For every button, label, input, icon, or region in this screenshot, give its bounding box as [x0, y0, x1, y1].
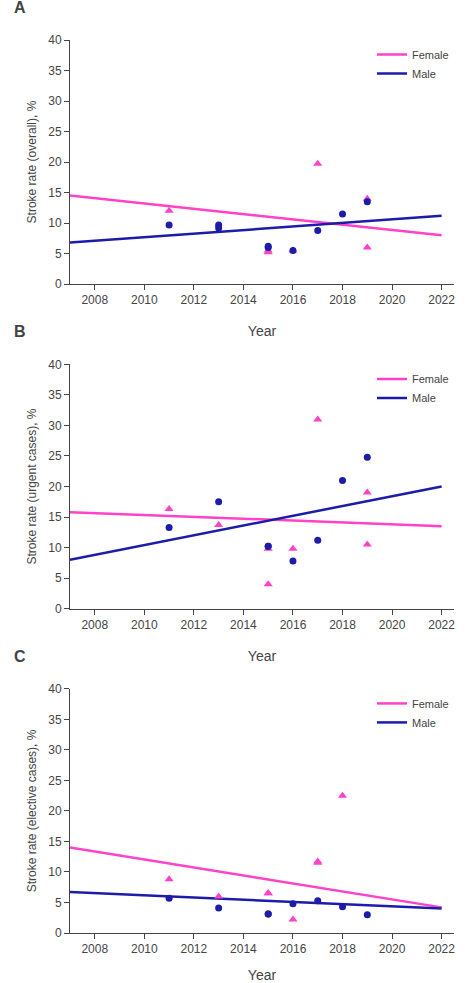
svg-text:0: 0 — [55, 277, 62, 291]
svg-text:2018: 2018 — [329, 942, 356, 956]
svg-text:35: 35 — [48, 713, 62, 727]
svg-text:B: B — [14, 323, 26, 340]
svg-text:15: 15 — [48, 186, 62, 200]
svg-text:2010: 2010 — [131, 942, 158, 956]
svg-text:25: 25 — [48, 774, 62, 788]
svg-text:2018: 2018 — [329, 618, 356, 632]
svg-text:25: 25 — [48, 449, 62, 463]
svg-text:2010: 2010 — [131, 618, 158, 632]
svg-text:20: 20 — [48, 155, 62, 169]
svg-text:25: 25 — [48, 125, 62, 139]
svg-text:15: 15 — [48, 835, 62, 849]
svg-text:35: 35 — [48, 388, 62, 402]
svg-text:30: 30 — [48, 743, 62, 757]
svg-text:20: 20 — [48, 804, 62, 818]
svg-text:Male: Male — [412, 392, 436, 404]
svg-text:20: 20 — [48, 480, 62, 494]
svg-text:40: 40 — [48, 33, 62, 47]
svg-text:0: 0 — [55, 926, 62, 940]
svg-text:2022: 2022 — [428, 942, 455, 956]
svg-text:15: 15 — [48, 510, 62, 524]
svg-text:10: 10 — [48, 541, 62, 555]
svg-text:2014: 2014 — [230, 942, 257, 956]
svg-text:40: 40 — [48, 682, 62, 696]
svg-text:Female: Female — [412, 698, 449, 710]
svg-text:Male: Male — [412, 717, 436, 729]
svg-text:2020: 2020 — [379, 618, 406, 632]
svg-text:Stroke rate (elective cases),: Stroke rate (elective cases), % — [25, 729, 39, 892]
svg-text:10: 10 — [48, 865, 62, 879]
svg-text:Year: Year — [248, 323, 277, 339]
svg-text:2008: 2008 — [81, 293, 108, 307]
svg-text:2014: 2014 — [230, 293, 257, 307]
svg-text:0: 0 — [55, 602, 62, 616]
svg-text:40: 40 — [48, 358, 62, 372]
svg-text:2016: 2016 — [280, 618, 307, 632]
svg-text:30: 30 — [48, 419, 62, 433]
svg-text:2010: 2010 — [131, 293, 158, 307]
svg-text:5: 5 — [55, 571, 62, 585]
svg-text:2022: 2022 — [428, 618, 455, 632]
svg-text:Female: Female — [412, 49, 449, 61]
svg-text:A: A — [14, 0, 26, 16]
svg-text:Year: Year — [248, 648, 277, 664]
svg-text:Stroke rate (urgent cases), %: Stroke rate (urgent cases), % — [25, 408, 39, 564]
svg-text:2022: 2022 — [428, 293, 455, 307]
svg-text:5: 5 — [55, 896, 62, 910]
svg-text:35: 35 — [48, 64, 62, 78]
svg-text:Female: Female — [412, 373, 449, 385]
svg-text:2012: 2012 — [181, 618, 208, 632]
svg-text:Stroke rate (overall), %: Stroke rate (overall), % — [25, 100, 39, 223]
svg-text:C: C — [14, 648, 26, 665]
svg-text:2020: 2020 — [379, 293, 406, 307]
svg-text:5: 5 — [55, 247, 62, 261]
svg-text:Year: Year — [248, 967, 277, 983]
svg-text:2012: 2012 — [181, 293, 208, 307]
svg-text:Male: Male — [412, 68, 436, 80]
svg-text:2016: 2016 — [280, 293, 307, 307]
svg-text:2012: 2012 — [181, 942, 208, 956]
svg-text:2016: 2016 — [280, 942, 307, 956]
svg-text:2020: 2020 — [379, 942, 406, 956]
svg-text:10: 10 — [48, 216, 62, 230]
svg-text:2018: 2018 — [329, 293, 356, 307]
svg-text:2008: 2008 — [81, 618, 108, 632]
svg-text:30: 30 — [48, 94, 62, 108]
svg-text:2014: 2014 — [230, 618, 257, 632]
svg-text:2008: 2008 — [81, 942, 108, 956]
